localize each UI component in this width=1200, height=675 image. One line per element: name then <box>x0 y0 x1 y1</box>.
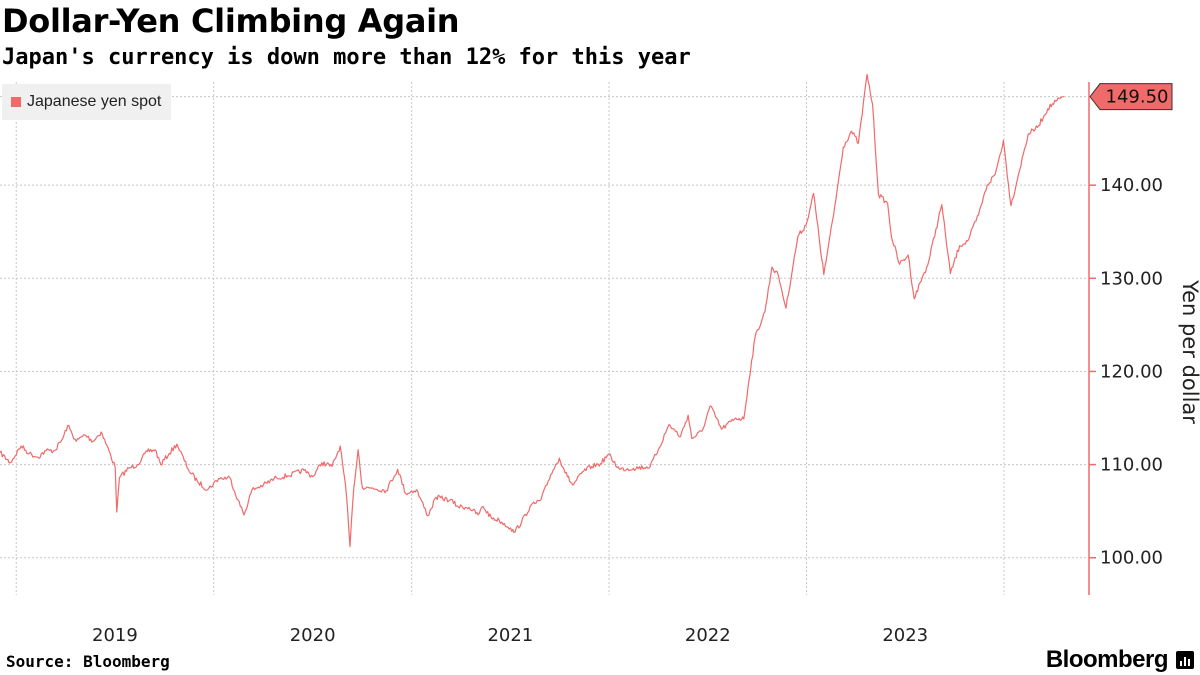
x-tick-label-2019: 2019 <box>92 625 138 646</box>
last-value-badge <box>1089 83 1173 111</box>
x-tick-label-2023: 2023 <box>882 625 928 646</box>
last-value-label: 149.50 <box>1106 87 1169 108</box>
gridlines <box>0 82 1088 595</box>
legend-label: Japanese yen spot <box>27 93 162 110</box>
legend-swatch <box>11 97 21 107</box>
chart-title: Dollar-Yen Climbing Again <box>2 2 460 40</box>
chart-icon <box>1176 651 1194 669</box>
series-layer <box>0 73 1065 548</box>
y-axis: 100.00 110.00 120.00 130.00 140.00 149.50 <box>1088 82 1173 595</box>
y-tick-label-110.00: 110.00 <box>1100 455 1163 476</box>
x-tick-label-2021: 2021 <box>487 625 533 646</box>
x-tick-label-2022: 2022 <box>685 625 731 646</box>
legend: Japanese yen spot <box>2 84 172 120</box>
y-tick-label-100.00: 100.00 <box>1100 548 1163 569</box>
brand-logo: Bloomberg <box>1045 646 1169 673</box>
y-tick-label-120.00: 120.00 <box>1100 361 1163 382</box>
y-tick-label-140.00: 140.00 <box>1100 175 1163 196</box>
x-tick-label-2020: 2020 <box>290 625 336 646</box>
y-axis-title: Yen per dollar <box>1178 279 1200 424</box>
source-note: Source: Bloomberg <box>6 652 170 671</box>
y-tick-label-130.00: 130.00 <box>1100 268 1163 289</box>
series-line-japanese-yen-spot <box>0 73 1065 548</box>
chart-subtitle: Japan's currency is down more than 12% f… <box>2 45 691 70</box>
x-axis-labels: 2019 2020 2021 2022 2023 <box>92 625 928 646</box>
